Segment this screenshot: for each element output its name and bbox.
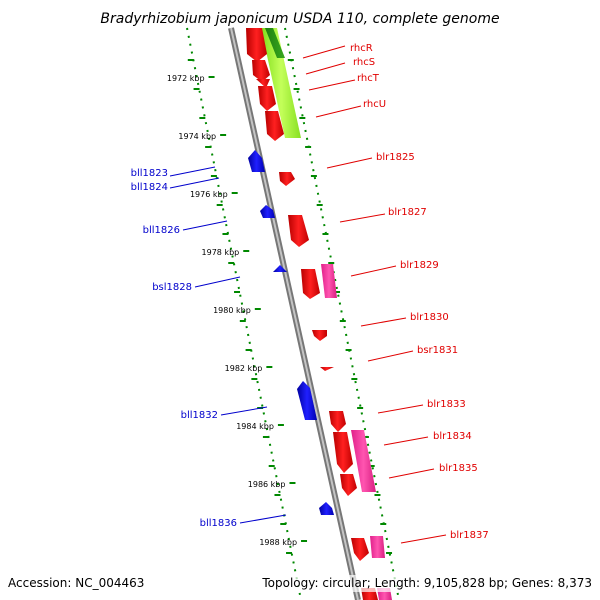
right-scale-track [284,27,400,600]
gene-label-blr1829[interactable]: blr1829 [400,260,439,271]
gene-blr1827[interactable] [288,215,309,247]
gene-label-blr1830[interactable]: blr1830 [410,312,449,323]
cds-feature[interactable] [321,264,337,298]
operon-feature[interactable] [261,28,301,138]
genome-summary: Topology: circular; Length: 9,105,828 bp… [261,576,592,590]
gene-rhcU[interactable] [258,86,276,111]
gene-label-blr1837[interactable]: blr1837 [450,530,489,541]
scale-tick-label: 1974 kbp [178,132,216,141]
cds-feature[interactable] [370,536,385,558]
gene-label-rhcU[interactable]: rhcU [363,99,386,110]
scale-tick-label: 1988 kbp [259,538,297,547]
gene-rhcR[interactable] [246,28,267,62]
scale-tick-label: 1986 kbp [248,480,286,489]
genome-title: Bradyrhizobium japonicum USDA 110, compl… [100,11,499,27]
gene-blr1834[interactable] [333,432,353,473]
gene-blr1833[interactable] [329,411,346,432]
gene-blr1830[interactable] [312,330,327,341]
gene-blr1835[interactable] [340,474,357,496]
gene-label-blr1834[interactable]: blr1834 [433,431,472,442]
gene-label-rhcR[interactable]: rhcR [350,43,373,54]
gene-label-bll1832[interactable]: bll1832 [181,410,218,421]
gene-label-bll1836[interactable]: bll1836 [200,518,237,529]
gene-label-bll1823[interactable]: bll1823 [131,168,168,179]
gene-label-rhcS[interactable]: rhcS [353,57,375,68]
left-scale-track [186,27,302,600]
scale-tick-label: 1980 kbp [213,306,251,315]
gene-rhcS[interactable] [252,60,270,82]
gene-bsr1831[interactable] [320,367,334,371]
gene-blr1825[interactable] [279,172,295,186]
footer-summary-backdrop [258,575,594,592]
gene-label-blr1827[interactable]: blr1827 [388,207,427,218]
gene-rhcT[interactable] [256,79,270,88]
genome-axis [228,27,361,600]
scale-tick-label: 1976 kbp [190,190,228,199]
gene-label-rhcT[interactable]: rhcT [357,73,380,84]
gene-label-blr1833[interactable]: blr1833 [427,399,466,410]
gene-label-blr1825[interactable]: blr1825 [376,152,415,163]
scale-tick-label: 1982 kbp [225,364,263,373]
scale-tick-label: 1978 kbp [202,248,240,257]
cds-feature[interactable] [351,430,376,492]
gene-label-blr1835[interactable]: blr1835 [439,463,478,474]
scale-tick-label: 1984 kbp [236,422,274,431]
gene-label-bsl1828[interactable]: bsl1828 [152,282,192,293]
gene-bll1826[interactable] [260,205,275,218]
scale-tick-label: 1972 kbp [167,74,205,83]
gene-label-bsr1831[interactable]: bsr1831 [417,345,458,356]
callout-lines [169,45,447,544]
gene-label-bll1824[interactable]: bll1824 [131,182,168,193]
gene-blr1837[interactable] [351,538,369,561]
gene-blr1829[interactable] [301,269,320,299]
gene-bll1832[interactable] [297,381,317,420]
accession-label: Accession: NC_004463 [8,576,144,590]
gene-bll1823[interactable] [248,150,265,172]
gene-label-bll1826[interactable]: bll1826 [143,225,180,236]
gene-rhcU-b[interactable] [265,111,284,141]
gene-bsl1828[interactable] [273,265,287,272]
gene-bll1836[interactable] [319,502,334,515]
